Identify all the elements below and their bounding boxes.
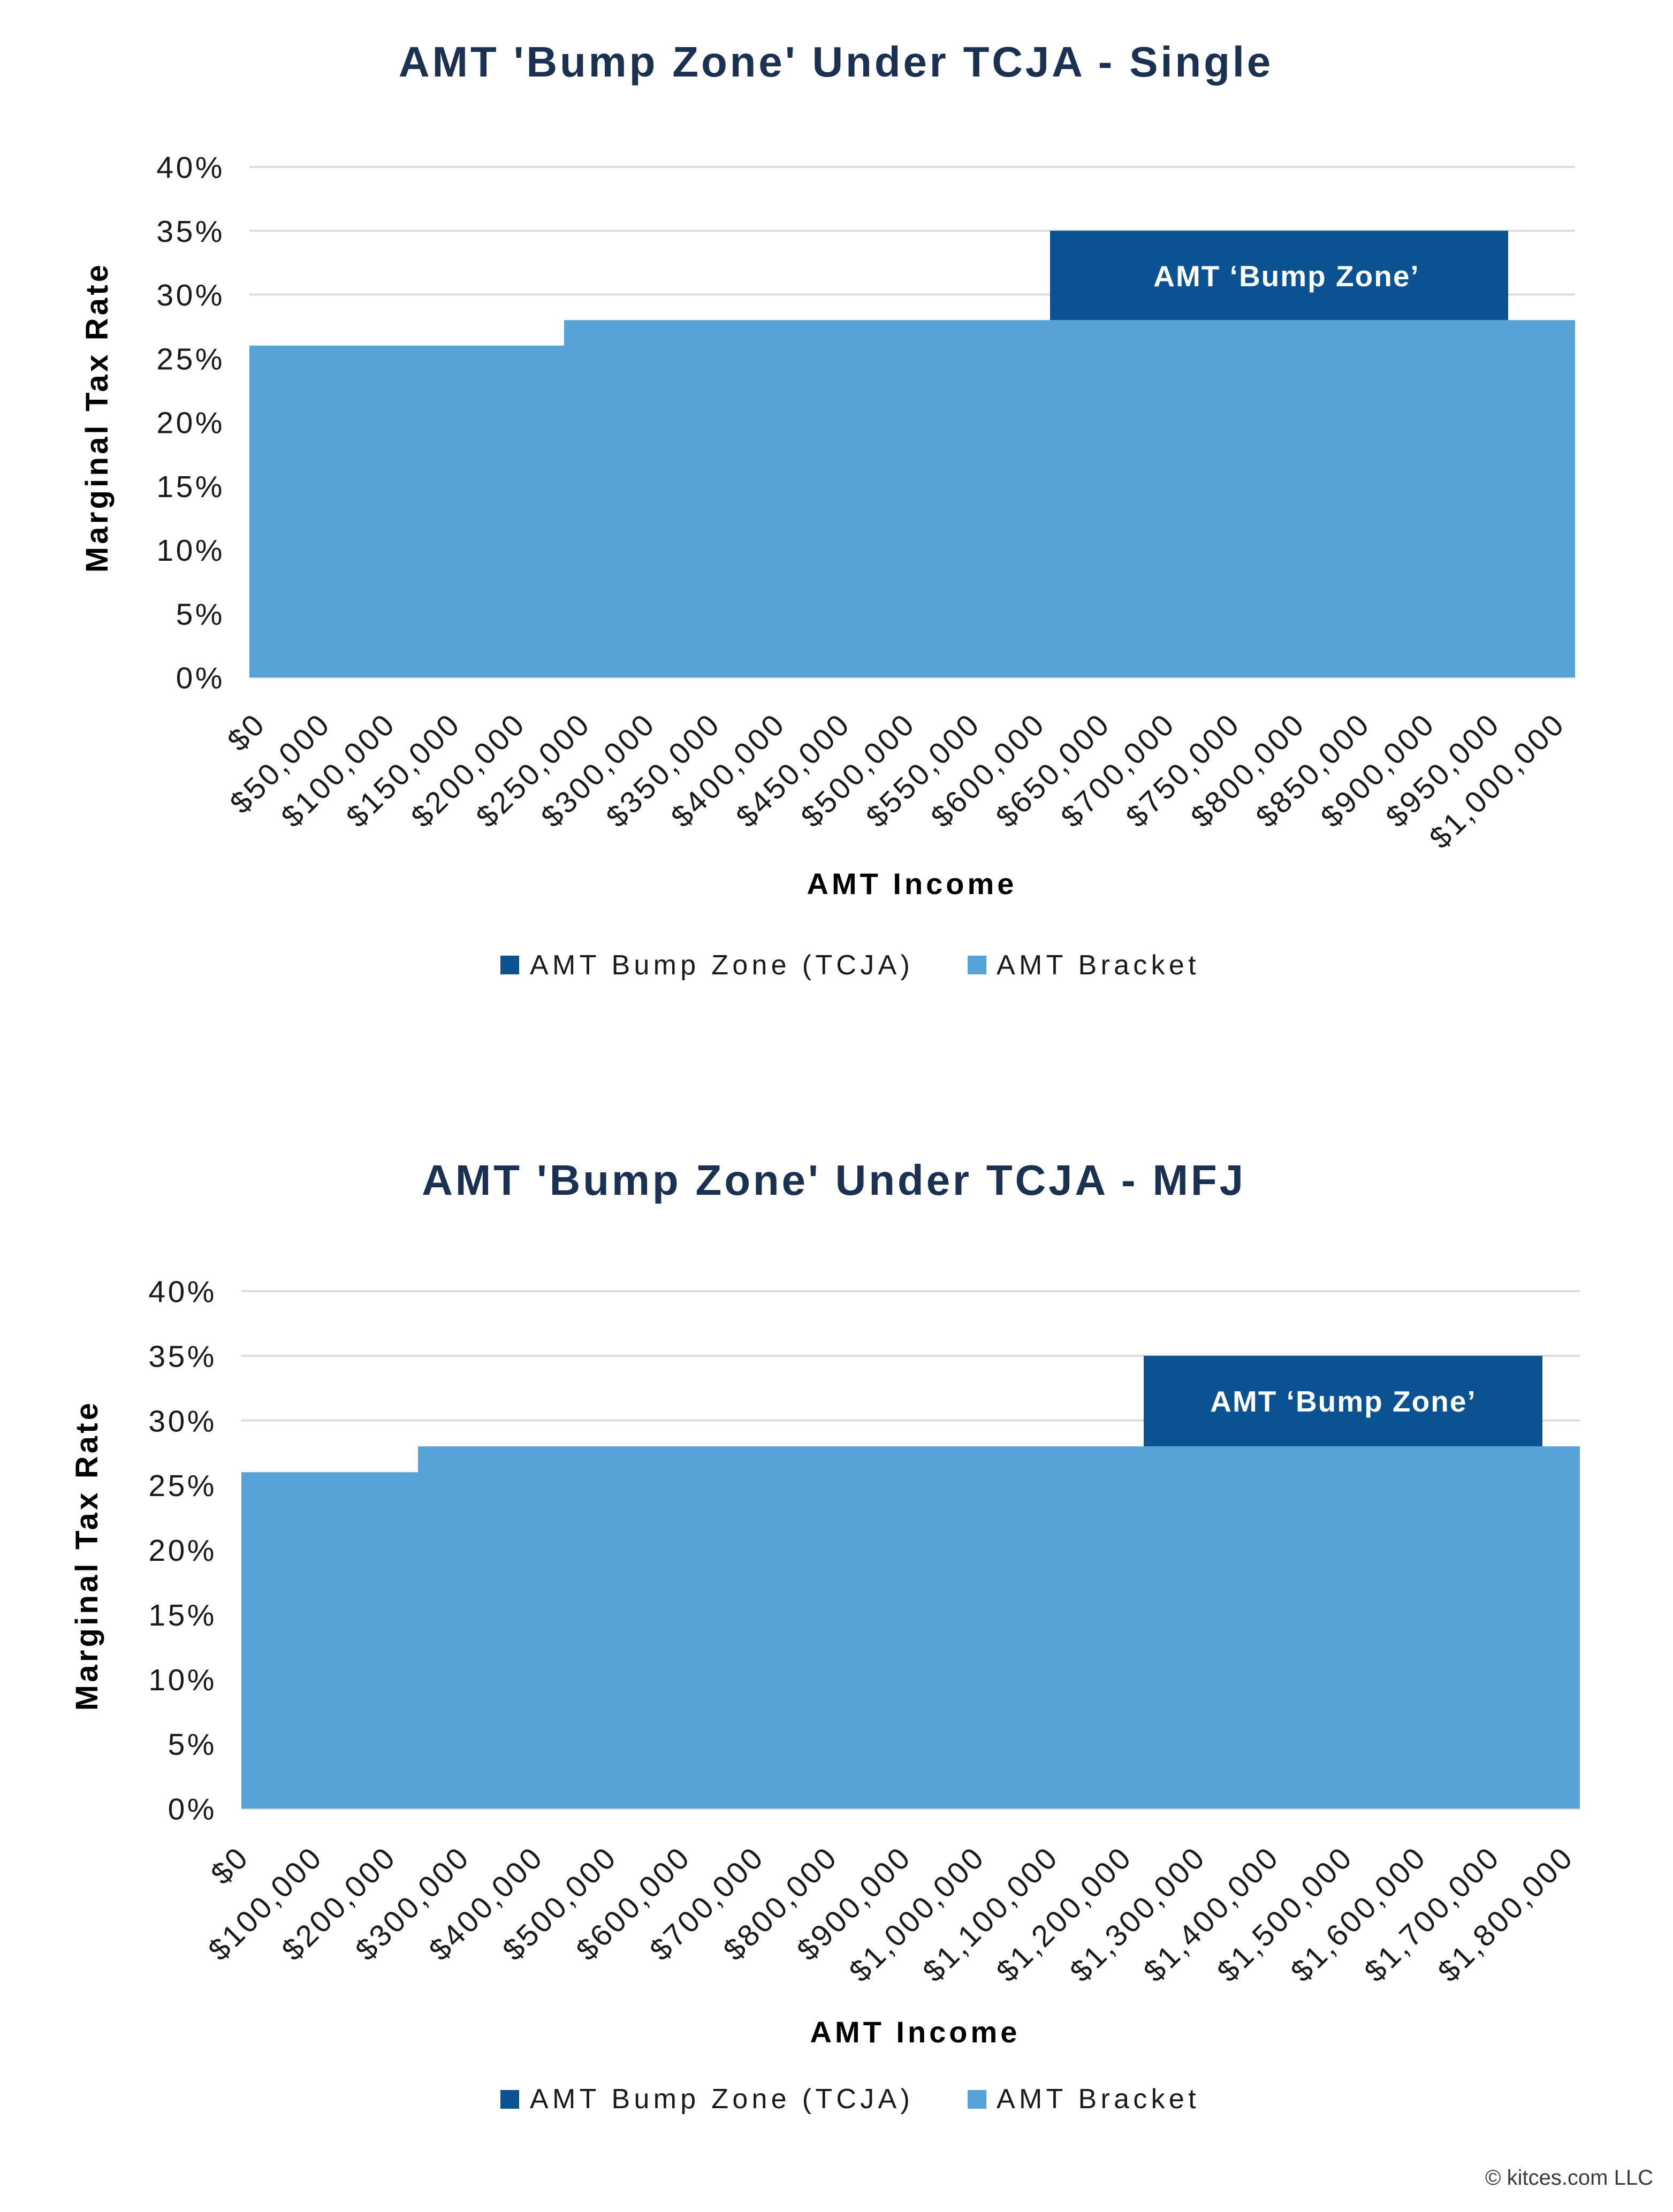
svg-text:5%: 5% [168, 1728, 217, 1762]
svg-text:0%: 0% [168, 1793, 217, 1827]
svg-text:5%: 5% [176, 597, 225, 631]
svg-text:AMT 'Bump Zone' Under TCJA - S: AMT 'Bump Zone' Under TCJA - Single [399, 38, 1273, 86]
svg-text:AMT Bump Zone (TCJA): AMT Bump Zone (TCJA) [530, 2084, 914, 2115]
svg-text:0%: 0% [176, 661, 225, 696]
svg-text:20%: 20% [148, 1534, 217, 1568]
svg-text:AMT ‘Bump Zone’: AMT ‘Bump Zone’ [1153, 260, 1419, 293]
svg-text:© kitces.com LLC: © kitces.com LLC [1485, 2166, 1653, 2190]
svg-text:AMT Income: AMT Income [810, 2015, 1021, 2049]
svg-text:AMT Bracket: AMT Bracket [997, 950, 1200, 981]
svg-text:AMT Income: AMT Income [807, 867, 1017, 901]
svg-text:35%: 35% [156, 215, 225, 249]
svg-text:Marginal Tax Rate: Marginal Tax Rate [80, 262, 115, 573]
svg-text:30%: 30% [156, 278, 225, 312]
svg-text:10%: 10% [156, 533, 225, 568]
svg-text:AMT Bump Zone (TCJA): AMT Bump Zone (TCJA) [530, 950, 914, 981]
svg-text:AMT Bracket: AMT Bracket [997, 2084, 1200, 2115]
svg-text:Marginal Tax Rate: Marginal Tax Rate [70, 1400, 104, 1711]
svg-text:20%: 20% [156, 406, 225, 440]
svg-text:10%: 10% [148, 1663, 217, 1697]
svg-text:35%: 35% [148, 1339, 217, 1374]
svg-text:AMT ‘Bump Zone’: AMT ‘Bump Zone’ [1210, 1385, 1476, 1418]
svg-text:15%: 15% [148, 1598, 217, 1633]
svg-text:25%: 25% [148, 1469, 217, 1503]
svg-text:AMT 'Bump Zone' Under TCJA - M: AMT 'Bump Zone' Under TCJA - MFJ [422, 1156, 1246, 1204]
svg-text:15%: 15% [156, 470, 225, 504]
svg-text:30%: 30% [148, 1404, 217, 1438]
svg-text:25%: 25% [156, 342, 225, 376]
svg-text:40%: 40% [156, 151, 225, 185]
svg-text:40%: 40% [148, 1275, 217, 1309]
